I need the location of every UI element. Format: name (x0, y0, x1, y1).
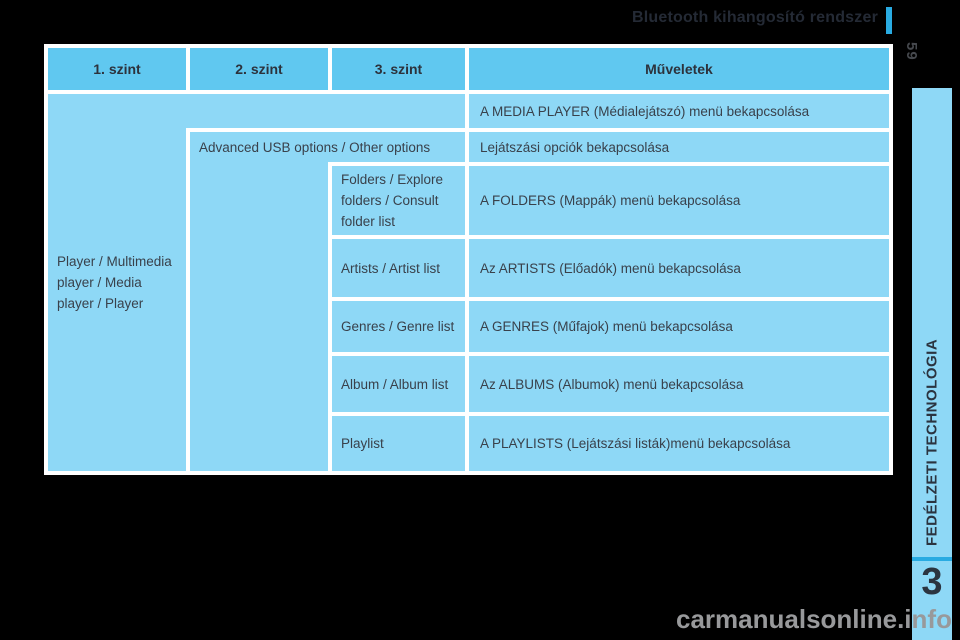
operation-cell: Az ALBUMS (Albumok) menü bekapcsolása (469, 356, 889, 412)
page-title: Bluetooth kihangosító rendszer (631, 9, 878, 26)
spacer-cell-level2-column (190, 162, 328, 471)
column-header-level3: 3. szint (332, 48, 465, 90)
page-number: 59 (903, 42, 920, 61)
level3-cell-playlist: Playlist (332, 416, 465, 471)
chapter-sidebar-divider (912, 557, 952, 561)
level3-cell-genres: Genres / Genre list (332, 301, 465, 352)
spacer-cell-row1 (186, 94, 465, 128)
column-header-level1: 1. szint (48, 48, 186, 90)
level3-cell-folders: Folders / Explore folders / Consult fold… (332, 166, 465, 235)
level3-cell-artists: Artists / Artist list (332, 239, 465, 297)
operation-cell: A MEDIA PLAYER (Médialejátszó) menü beka… (469, 94, 889, 128)
chapter-sidebar: FEDÉLZETI TECHNOLÓGIA 3 (912, 88, 952, 640)
level1-cell-player: Player / Multimedia player / Media playe… (48, 94, 186, 471)
chapter-sidebar-label: FEDÉLZETI TECHNOLÓGIA (923, 338, 941, 547)
level2-cell-advanced-usb-options: Advanced USB options / Other options (190, 132, 465, 162)
operation-cell: Lejátszási opciók bekapcsolása (469, 132, 889, 162)
chapter-number: 3 (921, 561, 943, 603)
menu-hierarchy-table: 1. szint 2. szint 3. szint Műveletek Pla… (44, 44, 893, 475)
operation-cell: A GENRES (Műfajok) menü bekapcsolása (469, 301, 889, 352)
operation-cell: A FOLDERS (Mappák) menü bekapcsolása (469, 166, 889, 235)
title-accent-bar (886, 7, 892, 34)
operation-cell: Az ARTISTS (Előadók) menü bekapcsolása (469, 239, 889, 297)
level3-cell-album: Album / Album list (332, 356, 465, 412)
watermark-carmanualsonline: carmanualsonline.info (676, 604, 952, 634)
column-header-level2: 2. szint (190, 48, 328, 90)
operation-cell: A PLAYLISTS (Lejátszási listák)menü beka… (469, 416, 889, 471)
column-header-operations: Műveletek (469, 48, 889, 90)
